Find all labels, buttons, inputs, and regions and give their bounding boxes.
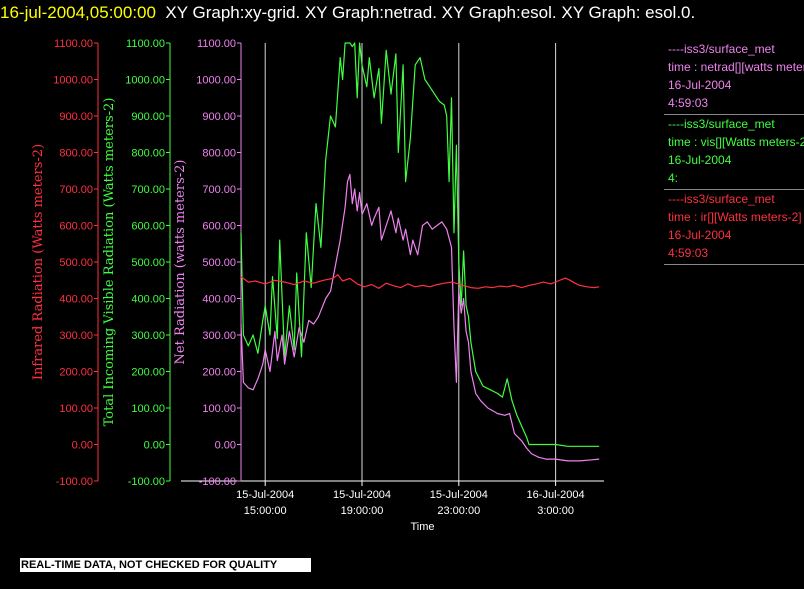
x-tick-label-date: 15-Jul-2004 bbox=[430, 489, 488, 501]
y-tick-label: 800.00 bbox=[131, 148, 165, 160]
y-tick-label: 600.00 bbox=[59, 221, 93, 233]
title-text: XY Graph:xy-grid. XY Graph:netrad. XY Gr… bbox=[165, 3, 696, 22]
y-tick-label: 900.00 bbox=[131, 111, 165, 123]
y-tick-label: 700.00 bbox=[202, 184, 236, 196]
legend: ----iss3/surface_met time : netrad[][wat… bbox=[664, 40, 804, 265]
quality-notice: REAL-TIME DATA, NOT CHECKED FOR QUALITY bbox=[20, 558, 311, 572]
y-tick-label: 700.00 bbox=[59, 184, 93, 196]
title-timestamp: 16-jul-2004,05:00:00 bbox=[0, 3, 156, 22]
chart-title: 16-jul-2004,05:00:00 XY Graph:xy-grid. X… bbox=[0, 1, 800, 24]
legend-entry-ir: ----iss3/surface_met time : ir[][Watts m… bbox=[664, 190, 804, 265]
legend-desc: time : vis[][Watts meters-2] bbox=[668, 135, 804, 149]
y-tick-label: 700.00 bbox=[131, 184, 165, 196]
y-tick-label: 200.00 bbox=[131, 367, 165, 379]
y-tick-label: 100.00 bbox=[131, 403, 165, 415]
legend-entry-netrad: ----iss3/surface_met time : netrad[][wat… bbox=[664, 40, 804, 115]
legend-date: 16-Jul-2004 bbox=[668, 153, 732, 167]
legend-source: ----iss3/surface_met bbox=[668, 192, 775, 206]
y-tick-label: 0.00 bbox=[144, 440, 165, 452]
y-tick-label: 500.00 bbox=[202, 257, 236, 269]
y-tick-label: 1100.00 bbox=[54, 38, 93, 50]
y-tick-label: 100.00 bbox=[59, 403, 93, 415]
legend-date: 16-Jul-2004 bbox=[668, 228, 732, 242]
legend-entry-vis: ----iss3/surface_met time : vis[][Watts … bbox=[664, 115, 804, 190]
y-tick-label: 800.00 bbox=[202, 148, 236, 160]
y-tick-label: 900.00 bbox=[59, 111, 93, 123]
x-tick-label-time: 23:00:00 bbox=[437, 505, 480, 517]
y-tick-label: 1100.00 bbox=[197, 38, 236, 50]
y-tick-label: 900.00 bbox=[202, 111, 236, 123]
y-tick-label: 600.00 bbox=[131, 221, 165, 233]
x-tick-label-date: 16-Jul-2004 bbox=[527, 489, 585, 501]
legend-source: ----iss3/surface_met bbox=[668, 117, 775, 131]
legend-time: 4:59:03 bbox=[668, 246, 709, 260]
y-axis-label: Infrared Radiation (Watts meters-2) bbox=[31, 144, 46, 380]
y-tick-label: 300.00 bbox=[59, 330, 93, 342]
x-tick-label-time: 19:00:00 bbox=[341, 505, 384, 517]
y-tick-label: 600.00 bbox=[202, 221, 236, 233]
y-tick-label: 300.00 bbox=[202, 330, 236, 342]
legend-date: 16-Jul-2004 bbox=[668, 78, 732, 92]
y-tick-label: 1000.00 bbox=[125, 75, 165, 87]
y-tick-label: -100.00 bbox=[199, 476, 236, 488]
series-line bbox=[240, 42, 600, 447]
y-tick-label: 200.00 bbox=[202, 367, 236, 379]
legend-source: ----iss3/surface_met bbox=[668, 42, 775, 56]
y-tick-label: 200.00 bbox=[59, 367, 93, 379]
y-tick-label: 0.00 bbox=[72, 440, 93, 452]
y-tick-label: 1100.00 bbox=[126, 38, 165, 50]
y-tick-label: 400.00 bbox=[59, 294, 93, 306]
y-tick-label: 500.00 bbox=[59, 257, 93, 269]
y-tick-label: 400.00 bbox=[202, 294, 236, 306]
y-tick-label: 800.00 bbox=[59, 148, 93, 160]
y-tick-label: 1000.00 bbox=[196, 75, 236, 87]
y-tick-label: 1000.00 bbox=[53, 75, 93, 87]
series-line bbox=[240, 274, 600, 289]
legend-desc: time : netrad[][watts meters-2] bbox=[668, 60, 804, 74]
y-tick-label: 0.00 bbox=[215, 440, 236, 452]
x-axis-label: Time bbox=[410, 521, 434, 533]
legend-time: 4: bbox=[668, 171, 679, 185]
y-tick-label: 100.00 bbox=[202, 403, 236, 415]
y-tick-label: 400.00 bbox=[131, 294, 165, 306]
series-line bbox=[240, 173, 600, 462]
y-tick-label: 300.00 bbox=[131, 330, 165, 342]
x-tick-label-date: 15-Jul-2004 bbox=[333, 489, 391, 501]
y-tick-label: 500.00 bbox=[131, 257, 165, 269]
legend-time: 4:59:03 bbox=[668, 96, 709, 110]
x-tick-label-date: 15-Jul-2004 bbox=[236, 489, 294, 501]
y-axis-label: Total Incoming Visible Radiation (Watts … bbox=[102, 98, 117, 427]
legend-desc: time : ir[][Watts meters-2] bbox=[668, 210, 802, 224]
y-tick-label: -100.00 bbox=[56, 476, 93, 488]
y-axis-label: Net Radiation (watts meters-2) bbox=[173, 160, 188, 365]
x-tick-label-time: 3:00:00 bbox=[537, 505, 574, 517]
y-tick-label: -100.00 bbox=[128, 476, 165, 488]
x-tick-label-time: 15:00:00 bbox=[244, 505, 287, 517]
